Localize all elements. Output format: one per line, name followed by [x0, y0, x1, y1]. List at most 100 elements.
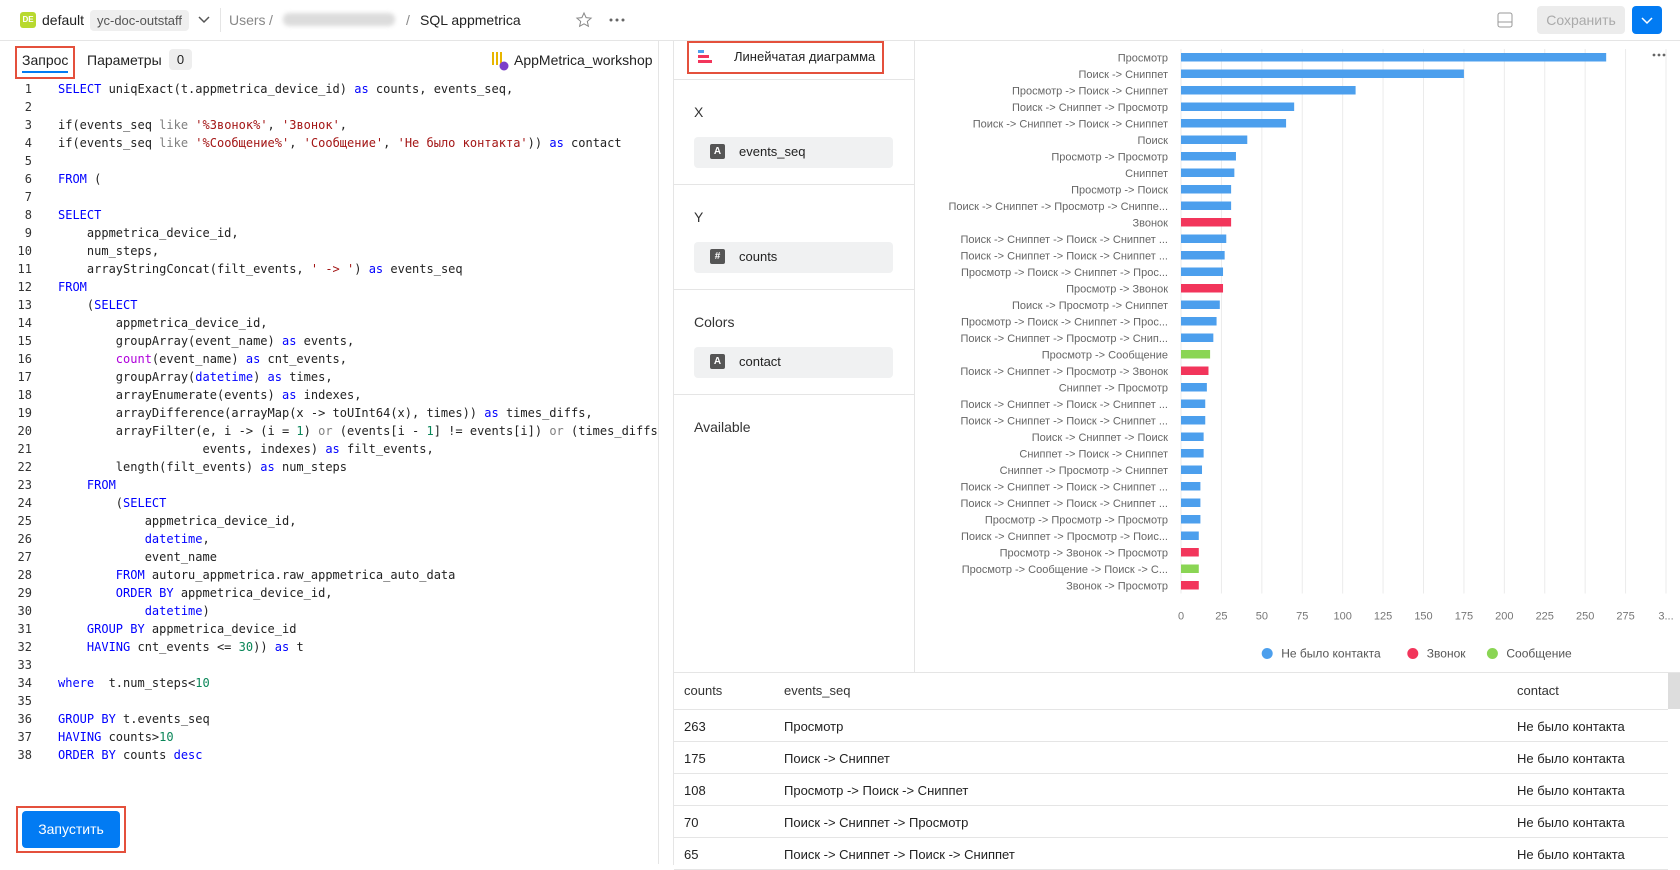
connection-name[interactable]: AppMetrica_workshop — [514, 52, 653, 68]
field-chip[interactable]: Aevents_seq — [694, 137, 893, 168]
y-tick-label: Поиск -> Сниппет -> Поиск -> Сниппет ... — [960, 250, 1168, 262]
y-tick-label: Поиск -> Сниппет -> Поиск -> Сниппет ... — [960, 234, 1168, 246]
divider — [674, 805, 1668, 806]
line-number: 10 — [0, 244, 32, 258]
code-token: ( — [58, 298, 94, 312]
column-header[interactable]: events_seq — [784, 683, 851, 698]
star[interactable] — [575, 11, 593, 29]
code-token: arrayStringConcat(filt_events, — [58, 262, 311, 276]
field-type-icon: A — [710, 354, 725, 369]
bar — [1181, 152, 1236, 161]
code-token: as — [484, 406, 498, 420]
code-token: , — [289, 136, 303, 150]
code-token: as — [275, 640, 289, 654]
code-token: ] != events[i]) — [434, 424, 550, 438]
run-button[interactable]: Запустить — [22, 811, 120, 848]
line-number: 6 — [0, 172, 32, 186]
bar — [1181, 515, 1200, 524]
divider — [674, 289, 914, 290]
line-number: 22 — [0, 460, 32, 474]
code-token: 'Звонок' — [282, 118, 340, 132]
chevron[interactable] — [197, 14, 211, 26]
scrollbar[interactable] — [1668, 673, 1680, 709]
code-line: arrayEnumerate(events) as indexes, — [58, 388, 361, 402]
code-token — [58, 478, 87, 492]
table-cell: 108 — [684, 783, 706, 798]
folder-chip[interactable]: yc-doc-outstaff — [90, 10, 189, 31]
bar — [1181, 334, 1213, 343]
bar — [1181, 350, 1210, 359]
table-cell: Поиск -> Сниппет — [784, 751, 890, 766]
code-line: datetime, — [58, 532, 210, 546]
breadcrumb[interactable]: Users — [229, 12, 266, 28]
line-number: 17 — [0, 370, 32, 384]
table-cell: Не было контакта — [1517, 815, 1625, 830]
field-chip[interactable]: #counts — [694, 242, 893, 273]
divider — [220, 8, 221, 32]
line-number: 25 — [0, 514, 32, 528]
bar — [1181, 119, 1286, 128]
line-number: 23 — [0, 478, 32, 492]
code-line: count(event_name) as cnt_events, — [58, 352, 347, 366]
code-token: HAVING — [58, 730, 101, 744]
y-tick-label: Поиск -> Сниппет -> Поиск -> Сниппет ... — [960, 415, 1168, 427]
split-toggle[interactable] — [1496, 11, 1514, 29]
tab-active[interactable]: Запрос — [22, 52, 68, 73]
bar — [1181, 136, 1247, 145]
code-line: SELECT uniqExact(t.appmetrica_device_id)… — [58, 82, 513, 96]
logo[interactable]: DE — [20, 12, 36, 28]
column-header[interactable]: contact — [1517, 683, 1559, 698]
chart: 02550751001251501752002252502753...Просм… — [914, 41, 1680, 672]
code-token: if(events_seq — [58, 136, 159, 150]
code-token: )) — [253, 640, 275, 654]
table-cell: Не было контакта — [1517, 751, 1625, 766]
line-number: 26 — [0, 532, 32, 546]
bar — [1181, 449, 1204, 458]
editor-pane: Запрос Параметры 0 AppMetrica_workshop 1… — [0, 41, 659, 864]
page-title: SQL appmetrica — [420, 12, 521, 28]
code-token: as — [260, 460, 274, 474]
separator: / — [269, 12, 273, 28]
line-number: 20 — [0, 424, 32, 438]
code-line: GROUP BY t.events_seq — [58, 712, 210, 726]
column-header[interactable]: counts — [684, 683, 722, 698]
code-token: ) — [304, 424, 318, 438]
code-token: as — [282, 334, 296, 348]
code-token — [58, 586, 116, 600]
workspace[interactable]: default — [42, 12, 84, 28]
divider — [674, 184, 914, 185]
code-token: FROM — [87, 478, 116, 492]
x-tick-label: 50 — [1256, 611, 1268, 623]
save-button[interactable]: Сохранить — [1537, 6, 1625, 34]
table-cell: Не было контакта — [1517, 719, 1625, 734]
section-title: X — [694, 104, 703, 120]
x-tick-label: 150 — [1414, 611, 1432, 623]
save-menu-button[interactable] — [1632, 6, 1662, 34]
chart-type[interactable]: Линейчатая диаграмма — [734, 49, 875, 64]
line-number: 37 — [0, 730, 32, 744]
field-name: events_seq — [739, 144, 806, 159]
top-bar: DE default yc-doc-outstaff Users / / SQL… — [0, 0, 1680, 41]
code-editor[interactable]: 1SELECT uniqExact(t.appmetrica_device_id… — [0, 80, 658, 800]
line-number: 29 — [0, 586, 32, 600]
code-token: contact — [564, 136, 622, 150]
bar — [1181, 103, 1294, 112]
code-token: as — [549, 136, 563, 150]
x-tick-label: 125 — [1374, 611, 1392, 623]
more-menu[interactable] — [607, 12, 627, 28]
code-token: (events[i - — [333, 424, 427, 438]
code-token: cnt_events, — [260, 352, 347, 366]
chart-menu[interactable] — [1653, 54, 1666, 57]
code-token: (times_diffs[i] — [564, 424, 659, 438]
line-number: 4 — [0, 136, 32, 150]
code-line: arrayDifference(arrayMap(x -> toUInt64(x… — [58, 406, 593, 420]
line-number: 13 — [0, 298, 32, 312]
tab[interactable]: Параметры — [87, 52, 162, 68]
legend-label: Сообщение — [1506, 647, 1572, 661]
field-name: counts — [739, 249, 777, 264]
field-chip[interactable]: Acontact — [694, 347, 893, 378]
code-token: FROM — [58, 172, 87, 186]
code-token: '%Звонок%' — [195, 118, 267, 132]
code-token: count — [116, 352, 152, 366]
line-number: 32 — [0, 640, 32, 654]
